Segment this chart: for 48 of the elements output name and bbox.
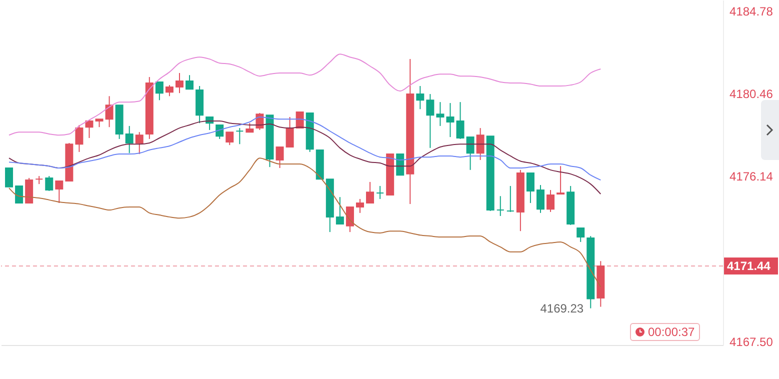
candlestick [226,132,234,146]
candlestick [175,72,184,94]
candlestick [75,124,84,152]
candlestick [155,81,164,101]
y-tick-label: 4184.78 [730,4,774,19]
candlestick [25,177,34,204]
candlestick [165,84,174,97]
y-tick-label: 4176.14 [730,170,774,184]
candlestick [105,96,114,128]
candlestick [286,116,294,148]
candlestick [436,102,444,126]
candlestick [476,128,484,160]
candlestick [446,102,454,138]
candlestick [506,185,514,212]
candlestick [85,120,94,138]
candlestick [125,125,134,154]
candlestick [546,189,555,212]
candlestick [15,185,24,204]
candlestick [336,196,344,225]
candlestick [416,86,424,110]
candlestick [366,181,374,204]
line-series [8,116,602,181]
candlestick [376,185,384,200]
ref-line-label: 4171.44 [727,259,771,274]
candlestick [556,166,565,195]
candlestick [496,196,504,216]
candlestick [5,168,14,188]
candlestick [456,102,464,140]
candlestick [396,154,404,176]
line-series [8,54,602,136]
candlestick [356,198,364,214]
candlestick [55,180,64,204]
candlestick [135,132,144,155]
candlestick [276,146,284,169]
candlestick [466,136,474,170]
candlestick [346,206,354,233]
candlestick [526,172,534,204]
candlestick [186,74,194,90]
text: 00:00:37 [648,324,695,340]
candlestick [576,228,585,242]
candlestick [236,128,244,145]
candlestick [216,124,224,140]
y-tick-label: 4167.50 [730,334,774,349]
annotation: 4169.23 [540,301,584,316]
candlestick [45,176,54,192]
candlestick [536,184,544,214]
candlestick [426,94,434,148]
y-tick-label: 4180.46 [730,87,774,102]
